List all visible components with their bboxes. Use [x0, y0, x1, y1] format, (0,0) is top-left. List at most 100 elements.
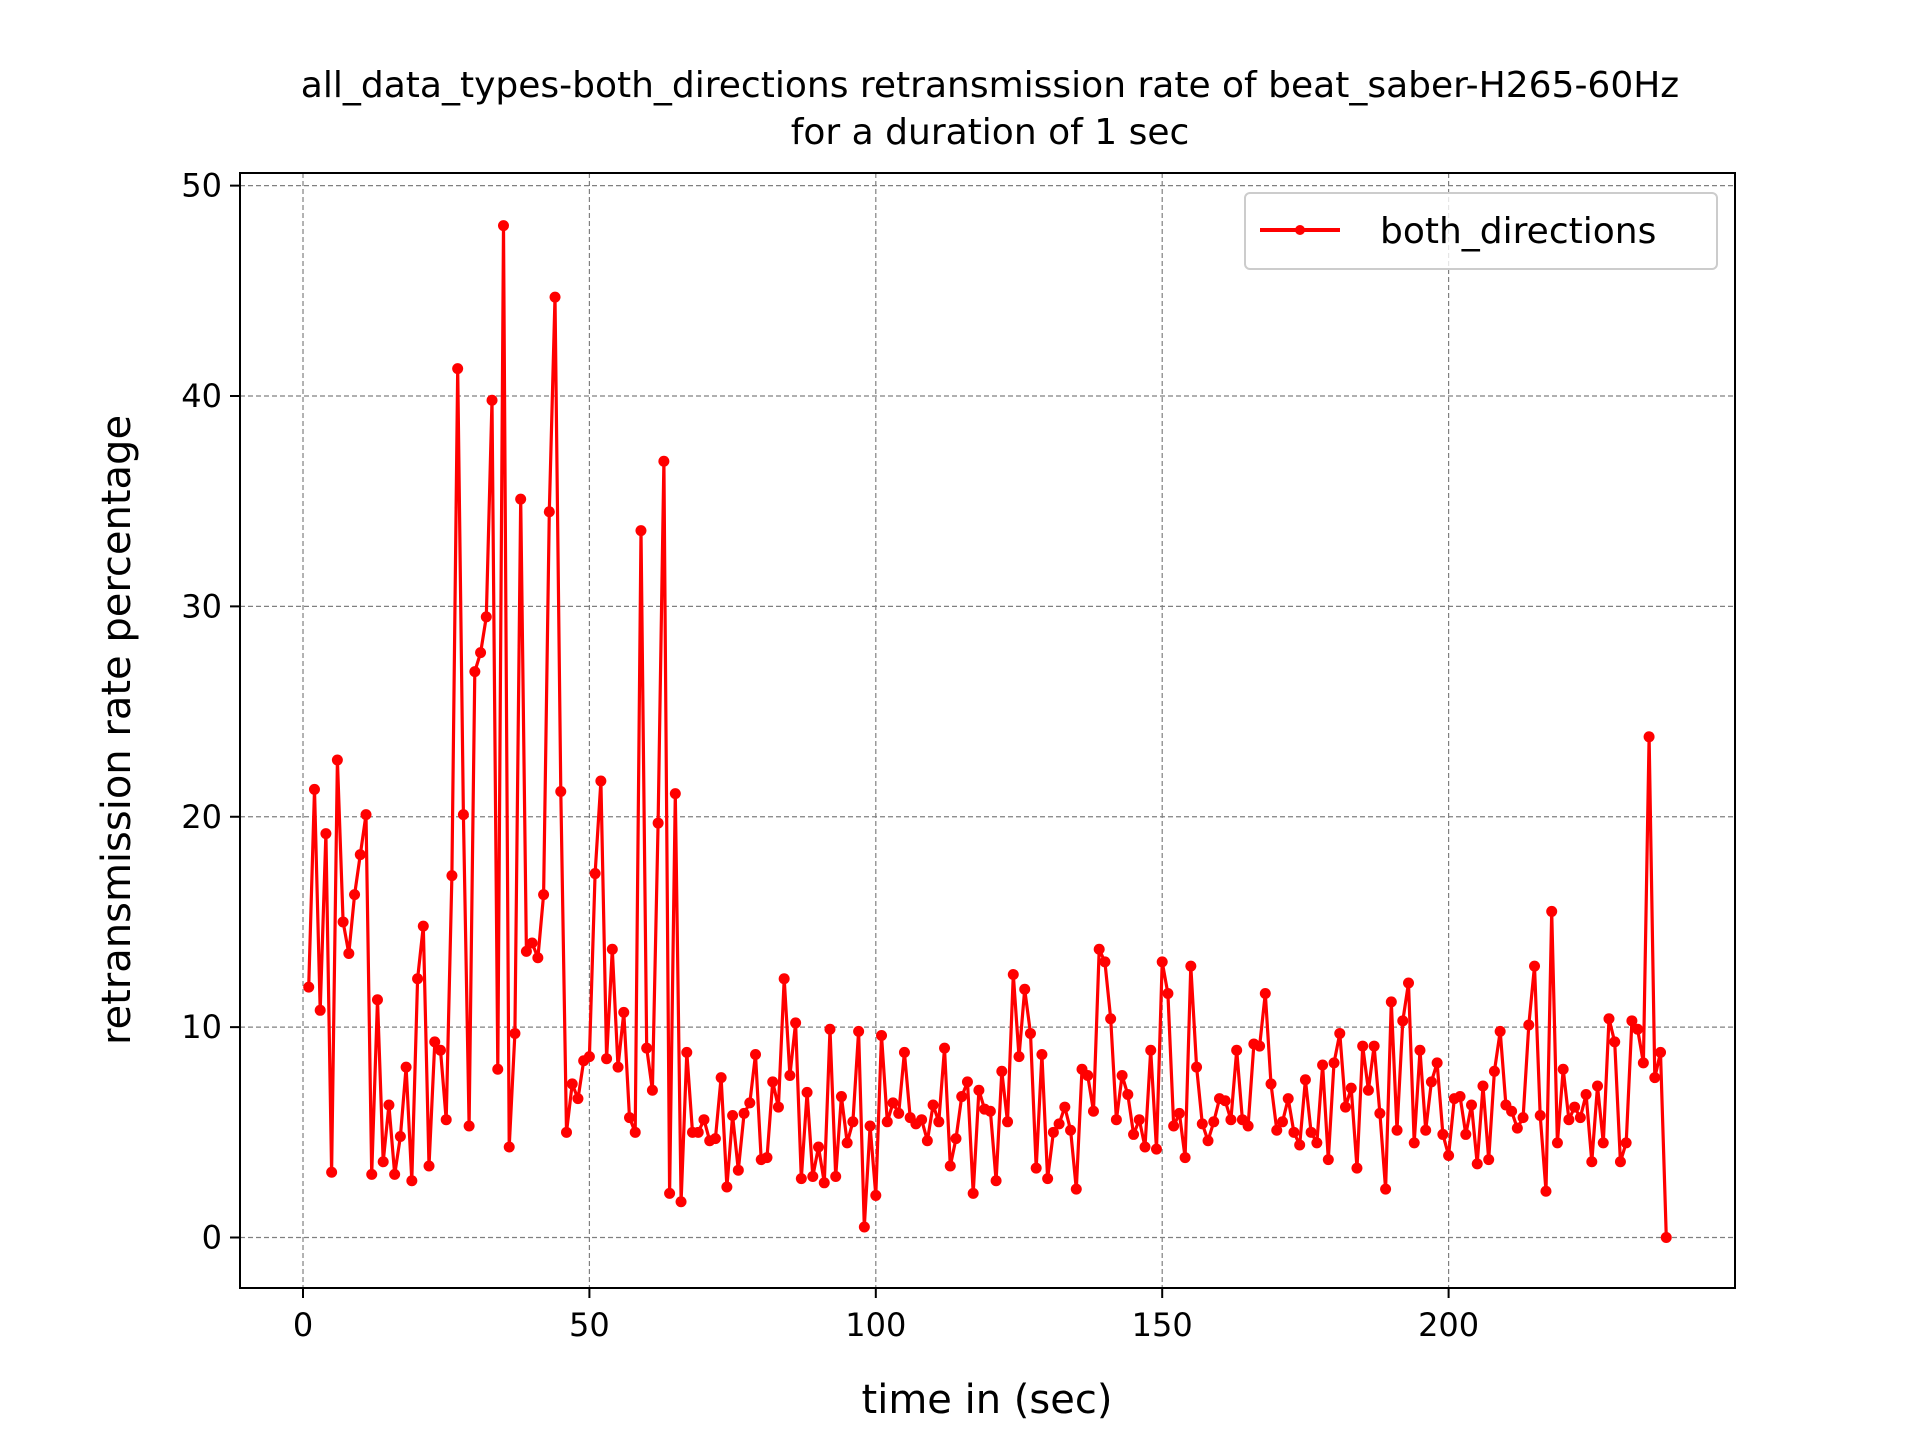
data-point	[1150, 1143, 1162, 1155]
data-point	[1173, 1107, 1185, 1119]
data-point	[1254, 1040, 1266, 1052]
data-point	[1420, 1124, 1432, 1136]
data-point	[349, 889, 361, 901]
data-point	[452, 363, 464, 375]
plot-frame	[239, 172, 1736, 1289]
data-point	[446, 870, 458, 882]
data-point	[984, 1105, 996, 1117]
data-point	[956, 1091, 968, 1103]
data-point	[1414, 1044, 1426, 1056]
data-point	[371, 994, 383, 1006]
data-point	[624, 1112, 636, 1124]
data-point	[1511, 1122, 1523, 1134]
data-point	[1093, 943, 1105, 955]
data-point	[1007, 969, 1019, 981]
data-point	[1466, 1099, 1478, 1111]
data-point	[1408, 1137, 1420, 1149]
data-point	[1128, 1128, 1140, 1140]
data-point	[583, 1051, 595, 1063]
data-point	[1122, 1088, 1134, 1100]
data-point	[1242, 1120, 1254, 1132]
data-point	[1443, 1149, 1455, 1161]
data-point	[1637, 1057, 1649, 1069]
data-point	[881, 1116, 893, 1128]
data-point	[1231, 1044, 1243, 1056]
data-point	[1282, 1093, 1294, 1105]
data-point	[1087, 1105, 1099, 1117]
data-point	[933, 1116, 945, 1128]
data-point	[1425, 1076, 1437, 1088]
data-point	[1397, 1015, 1409, 1027]
data-point	[1391, 1124, 1403, 1136]
data-point	[967, 1187, 979, 1199]
data-point	[853, 1025, 865, 1037]
data-point	[1013, 1051, 1025, 1063]
data-point	[1294, 1139, 1306, 1151]
data-point	[612, 1061, 624, 1073]
data-point	[715, 1072, 727, 1084]
data-point	[331, 754, 343, 766]
data-point	[916, 1114, 928, 1126]
data-point	[560, 1126, 572, 1138]
data-point	[463, 1120, 475, 1132]
data-point	[795, 1173, 807, 1185]
data-point	[1082, 1070, 1094, 1082]
data-point	[1546, 905, 1558, 917]
data-point	[601, 1053, 613, 1065]
data-point	[652, 817, 664, 829]
data-point	[635, 525, 647, 537]
data-point	[308, 783, 320, 795]
data-point	[1569, 1101, 1581, 1113]
data-point	[698, 1114, 710, 1126]
data-point	[303, 981, 315, 993]
data-point	[830, 1171, 842, 1182]
data-point	[618, 1006, 630, 1018]
x-tick-label: 100	[845, 1306, 906, 1344]
data-point	[818, 1177, 830, 1189]
data-point	[320, 828, 332, 840]
data-point	[1385, 996, 1397, 1008]
data-point	[1660, 1232, 1672, 1244]
legend-box	[1244, 192, 1718, 270]
data-point	[750, 1048, 762, 1060]
data-point	[801, 1086, 813, 1098]
data-point	[887, 1097, 899, 1109]
data-point	[944, 1160, 956, 1172]
data-point	[572, 1093, 584, 1105]
data-point	[337, 916, 349, 928]
data-point	[1609, 1036, 1621, 1048]
data-point	[1168, 1120, 1180, 1132]
data-point	[1099, 956, 1111, 968]
data-point	[549, 291, 561, 303]
data-point	[1219, 1095, 1231, 1107]
data-point	[1403, 977, 1415, 989]
chart-title-line-1: all_data_types-both_directions retransmi…	[301, 65, 1679, 106]
data-point	[1053, 1118, 1065, 1130]
y-tick-label: 30	[181, 587, 222, 625]
data-point	[876, 1030, 888, 1042]
data-point	[1534, 1109, 1546, 1121]
data-point	[921, 1135, 933, 1147]
data-point	[1626, 1015, 1638, 1027]
data-point	[1002, 1116, 1014, 1128]
data-point	[961, 1076, 973, 1088]
data-point	[1649, 1072, 1661, 1084]
y-tick-label: 40	[181, 377, 222, 415]
data-point	[692, 1126, 704, 1138]
data-point	[1179, 1152, 1191, 1164]
data-point	[1185, 960, 1197, 972]
data-point	[400, 1061, 412, 1073]
y-tick-label: 10	[181, 1008, 222, 1046]
data-point	[858, 1221, 870, 1233]
data-point	[1191, 1061, 1203, 1073]
data-point	[440, 1114, 452, 1126]
data-point	[772, 1101, 784, 1113]
data-point	[893, 1107, 905, 1119]
data-point	[377, 1156, 389, 1168]
data-point	[1523, 1019, 1535, 1031]
data-point	[1494, 1025, 1506, 1037]
data-point	[973, 1084, 985, 1096]
data-point	[1632, 1023, 1644, 1035]
data-point	[354, 849, 366, 861]
